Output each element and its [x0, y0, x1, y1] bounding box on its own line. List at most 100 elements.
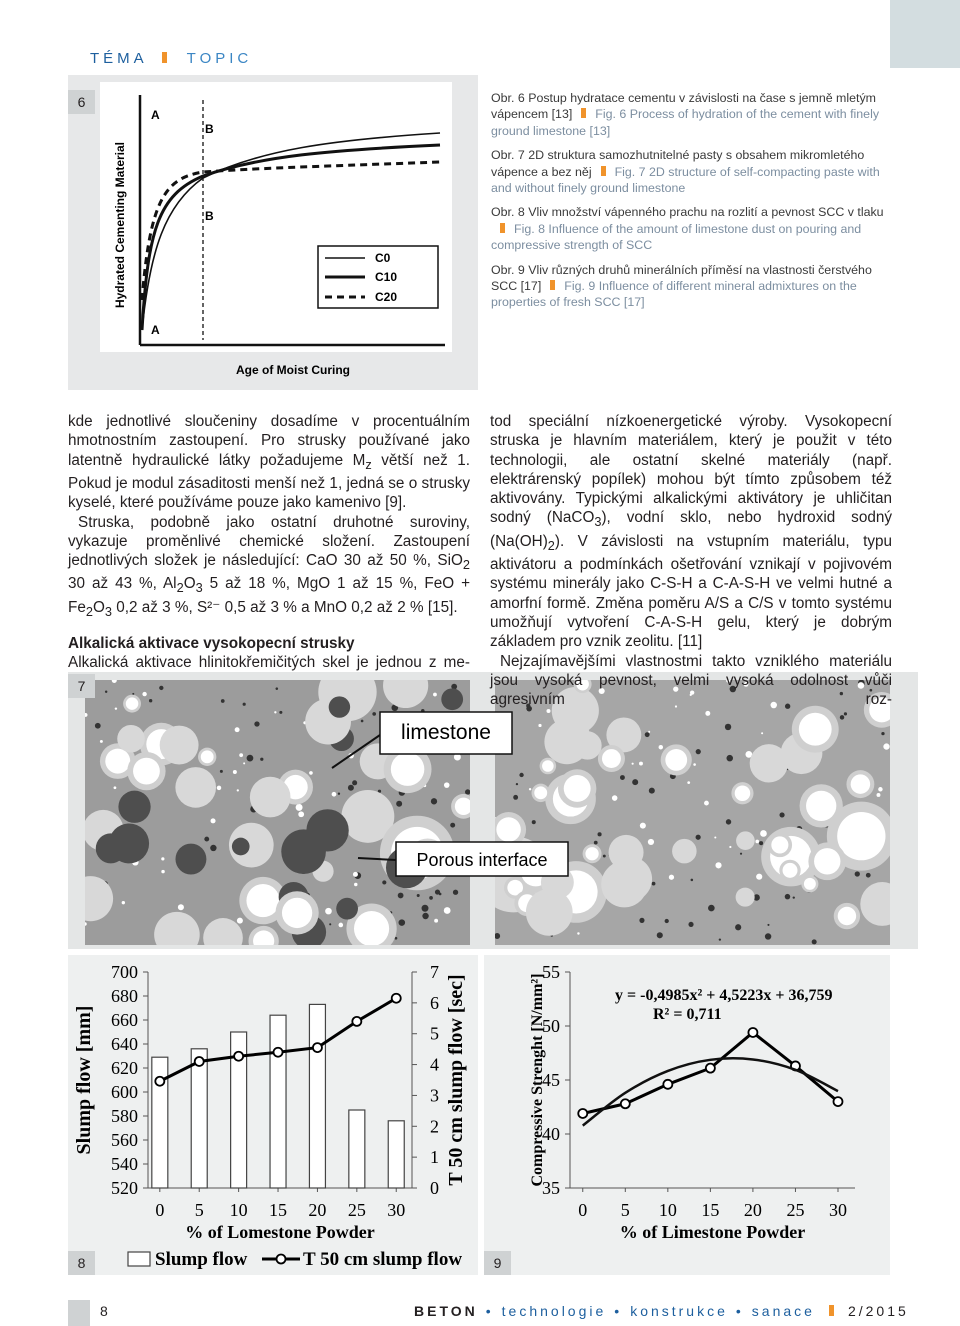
speck — [236, 789, 239, 792]
speck — [597, 832, 602, 837]
speck — [254, 721, 260, 727]
x-tick-label: 30 — [387, 1200, 405, 1220]
y-tick-label: 560 — [111, 1130, 138, 1150]
speck — [453, 753, 461, 761]
speck — [99, 739, 103, 743]
speck — [329, 923, 332, 926]
equation: y = -0,4985x² + 4,5223x + 36,759 — [615, 987, 832, 1004]
speck — [526, 703, 531, 708]
speck — [656, 932, 663, 939]
bar — [269, 1014, 287, 1189]
y2-tick-label: 0 — [430, 1178, 439, 1198]
speck — [515, 782, 519, 786]
particle-core — [806, 790, 837, 822]
particle — [749, 744, 789, 783]
fig7-label: limestone — [401, 721, 491, 744]
speck — [495, 933, 501, 939]
particle-core — [734, 785, 751, 802]
fig6-texts: Hydrated Cementing Material Age of Moist… — [113, 108, 397, 377]
particle — [328, 696, 351, 718]
particle — [95, 833, 126, 864]
footer-block — [68, 1300, 90, 1326]
caption-cs: Obr. 7 2D struktura samozhutnitelné past… — [491, 148, 865, 179]
r-squared: R² = 0,711 — [653, 1006, 722, 1023]
speck — [756, 873, 763, 880]
speck — [85, 712, 88, 717]
point — [351, 1015, 363, 1027]
footer-magazine: BETON — [414, 1303, 478, 1319]
point — [272, 1046, 284, 1058]
particle-core — [803, 877, 816, 890]
y-axis-label: Compressive Strenght [N/mm²] — [529, 973, 546, 1186]
speck — [764, 933, 772, 940]
fig6-legend-label: C10 — [375, 270, 397, 284]
point — [704, 1062, 716, 1074]
x-tick-label: 0 — [578, 1200, 587, 1220]
speck — [377, 789, 382, 793]
particle-core — [837, 811, 886, 861]
speck — [421, 904, 429, 912]
particle-core — [353, 911, 390, 945]
subscript: 2 — [176, 580, 184, 596]
particle-core — [105, 748, 131, 774]
x-tick-label: 25 — [786, 1200, 804, 1220]
speck — [689, 690, 695, 695]
speck — [159, 685, 164, 691]
speck — [881, 731, 885, 736]
speck — [839, 691, 844, 696]
fig6-curve-c0 — [141, 132, 441, 331]
speck — [298, 811, 305, 818]
speck — [695, 834, 701, 840]
fig7-label-box — [379, 711, 513, 755]
speck — [309, 771, 313, 775]
speck — [869, 688, 873, 692]
text-run: Nejzajímavějšími vlastnostmi takto vznik… — [490, 652, 892, 709]
y-tick-label: 620 — [111, 1058, 138, 1078]
legend-swatch — [275, 1253, 287, 1265]
particle-core — [542, 760, 554, 772]
subscript: 3 — [594, 514, 602, 530]
speck — [839, 715, 845, 720]
point — [662, 1078, 674, 1090]
x-axis-label: % of Lomestone Powder — [185, 1222, 374, 1242]
particle-core — [133, 757, 160, 785]
speck — [718, 938, 722, 941]
particle-core — [246, 884, 280, 918]
speck — [121, 900, 126, 905]
speck — [538, 723, 542, 728]
speck — [693, 763, 696, 766]
y-tick-label: 600 — [111, 1082, 138, 1102]
fig7-label: Porous interface — [416, 850, 547, 870]
fig-number: 8 — [68, 1251, 95, 1275]
speck — [602, 854, 606, 858]
speck — [114, 707, 118, 710]
caption: Obr. 7 2D struktura samozhutnitelné past… — [491, 147, 896, 196]
bullet: • — [485, 1303, 494, 1319]
speck — [354, 882, 358, 887]
point — [193, 1056, 205, 1067]
particle — [175, 767, 217, 808]
legend-label: Slump flow — [155, 1249, 248, 1270]
speck — [674, 705, 678, 708]
speck — [443, 907, 451, 914]
point — [312, 1042, 323, 1053]
speck — [705, 710, 711, 716]
speck — [85, 922, 87, 926]
text-run: tod speciální nízkoenergetické výroby. V… — [490, 413, 892, 527]
y-tick-label: 55 — [542, 962, 560, 982]
speck — [372, 712, 377, 716]
bar — [230, 1031, 248, 1189]
particle — [159, 725, 199, 765]
speck — [142, 691, 147, 697]
speck — [352, 780, 358, 786]
speck — [767, 923, 770, 926]
particle-core — [534, 786, 548, 800]
corner-block — [890, 0, 960, 68]
y2-tick-label: 2 — [430, 1116, 439, 1136]
speck — [695, 749, 701, 755]
speck — [219, 769, 223, 773]
speck — [325, 907, 332, 915]
caption: Obr. 8 Vliv množství vápenného prachu na… — [491, 204, 896, 253]
speck — [883, 743, 890, 750]
